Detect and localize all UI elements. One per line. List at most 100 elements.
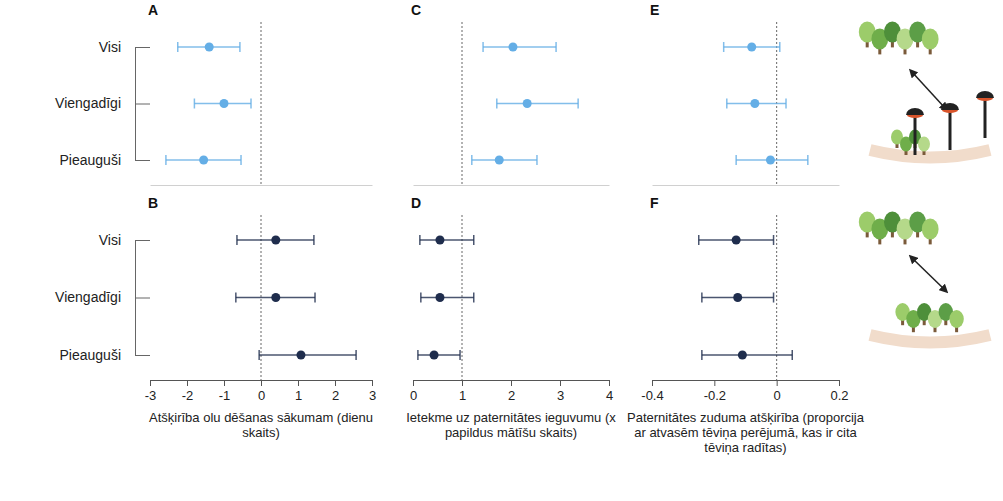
y-tick-label: Visi xyxy=(99,232,121,248)
figure: VisiViengadīgiPieaugušiA-3-2-10123VisiVi… xyxy=(0,0,1003,501)
x-tick: 1 xyxy=(459,380,466,403)
point xyxy=(435,236,444,245)
y-tick-label: Pieauguši xyxy=(60,347,122,363)
x-tick-mark xyxy=(609,380,610,386)
y-tick-label: Pieauguši xyxy=(60,152,122,168)
x-axis: -0.4-0.200.2 xyxy=(641,380,848,403)
y-tick-mark xyxy=(135,160,150,161)
error-bar-cap xyxy=(165,155,167,165)
x-tick: 0.2 xyxy=(830,380,848,403)
error-bar-cap xyxy=(773,293,775,303)
x-axis-title: Paternitātes zuduma atšķirība (proporcij… xyxy=(627,410,865,455)
point xyxy=(738,351,747,360)
error-bar xyxy=(702,350,792,360)
error-bar-cap xyxy=(250,99,252,109)
lamp-post xyxy=(914,115,917,155)
x-tick-mark xyxy=(839,380,840,386)
x-tick: -2 xyxy=(182,380,194,403)
error-bar-cap xyxy=(792,350,794,360)
tree-cluster xyxy=(895,303,963,332)
panel-letter: B xyxy=(148,195,158,211)
error-bar-line xyxy=(702,354,792,356)
y-tick-mark xyxy=(135,355,150,356)
error-bar-cap xyxy=(240,155,242,165)
x-tick-mark xyxy=(261,380,262,386)
error-bar xyxy=(236,293,315,303)
x-tick: 3 xyxy=(369,380,376,403)
error-bar-cap xyxy=(723,42,725,52)
panel: C xyxy=(411,2,610,186)
point xyxy=(220,99,229,108)
error-bar-line xyxy=(259,354,356,356)
illustrations xyxy=(859,22,994,343)
x-tick-label: -3 xyxy=(145,388,157,403)
point xyxy=(205,43,214,52)
panel-letter: C xyxy=(411,2,421,18)
y-tick-mark xyxy=(135,298,150,299)
y-tick-mark xyxy=(135,240,150,241)
error-bar xyxy=(727,99,786,109)
point xyxy=(430,351,439,360)
x-tick: 4 xyxy=(606,380,613,403)
y-tick: Viengadīgi xyxy=(55,289,150,305)
x-tick-label: 0 xyxy=(410,388,417,403)
error-bar-cap xyxy=(785,99,787,109)
y-tick-label: Viengadīgi xyxy=(55,95,121,111)
error-bar-line xyxy=(420,239,474,241)
point xyxy=(271,293,280,302)
error-bar xyxy=(736,155,808,165)
marks xyxy=(699,235,793,360)
y-tick: Pieauguši xyxy=(60,152,151,168)
tree-crown xyxy=(922,219,939,240)
error-bar-cap xyxy=(239,42,241,52)
point xyxy=(271,236,280,245)
street-lamp xyxy=(941,103,959,150)
x-tick-label: 3 xyxy=(557,388,564,403)
error-bar-line xyxy=(421,297,474,299)
y-axis: VisiViengadīgiPieauguši xyxy=(55,39,150,168)
panel-letter: D xyxy=(411,195,421,211)
error-bar-cap xyxy=(807,155,809,165)
x-axis-line xyxy=(653,185,840,186)
error-bar-cap xyxy=(555,42,557,52)
x-tick: -1 xyxy=(219,380,231,403)
x-axis-line xyxy=(151,381,373,387)
error-bar xyxy=(194,99,251,109)
x-tick-mark xyxy=(462,380,463,386)
panel-letter: F xyxy=(650,195,659,211)
error-bar xyxy=(166,155,241,165)
lamp-head xyxy=(941,103,959,110)
x-axis-line xyxy=(414,185,610,186)
error-bar xyxy=(237,235,314,245)
road xyxy=(870,335,990,343)
x-tick-label: 0 xyxy=(258,388,265,403)
tree-crown xyxy=(949,310,963,328)
marks xyxy=(724,42,808,165)
x-tick: 2 xyxy=(332,380,339,403)
error-bar-cap xyxy=(355,350,357,360)
error-bar-cap xyxy=(473,235,475,245)
point xyxy=(747,43,756,52)
x-tick-mark xyxy=(187,380,188,386)
x-axis-line xyxy=(414,381,610,387)
point xyxy=(732,236,741,245)
reference-line xyxy=(462,22,463,185)
road xyxy=(870,150,990,158)
x-axis xyxy=(151,185,373,186)
x-tick: 0 xyxy=(774,380,781,403)
x-tick-mark xyxy=(150,380,151,386)
point xyxy=(508,43,517,52)
x-axis: 01234 xyxy=(410,380,613,403)
error-bar-cap xyxy=(235,293,237,303)
error-bar xyxy=(497,99,578,109)
error-bar xyxy=(483,42,556,52)
error-bar xyxy=(699,235,774,245)
arrow xyxy=(912,258,945,290)
tree-cluster xyxy=(859,212,939,245)
y-tick-mark xyxy=(135,104,150,105)
error-bar xyxy=(724,42,780,52)
x-tick-mark xyxy=(413,380,414,386)
error-bar-cap xyxy=(496,99,498,109)
error-bar xyxy=(702,293,774,303)
x-tick-mark xyxy=(714,380,715,386)
